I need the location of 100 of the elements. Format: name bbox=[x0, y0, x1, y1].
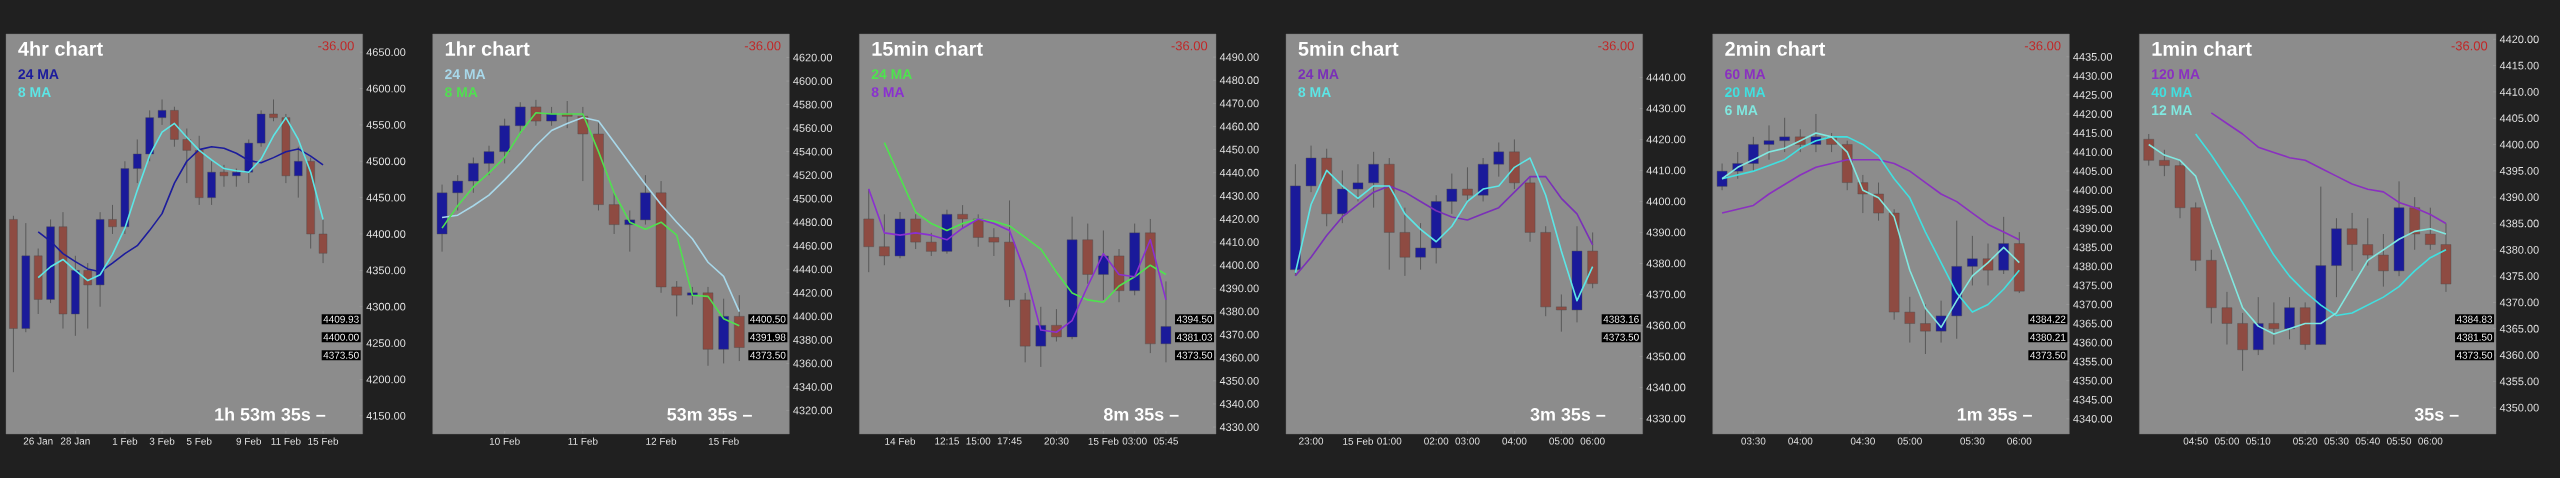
y-tick-label: 4480.00 bbox=[1219, 76, 1259, 85]
candlestick bbox=[2378, 233, 2389, 288]
candlestick bbox=[2268, 302, 2280, 345]
annotation: -36.00 bbox=[1171, 41, 1208, 51]
text: 8 MA bbox=[871, 87, 905, 98]
y-tick-label: 4420.00 bbox=[2073, 110, 2113, 118]
y-tick-label: 4340.00 bbox=[1646, 383, 1686, 392]
y-tick-label: 4250.00 bbox=[366, 339, 406, 347]
annotation: 4373.50 bbox=[323, 351, 359, 359]
x-tick-label: 05:00 bbox=[1897, 437, 1922, 445]
x-tick-label: 04:30 bbox=[1850, 437, 1875, 445]
y-tick-label: 4450.00 bbox=[366, 193, 406, 202]
x-tick-label: 11 Feb bbox=[271, 437, 301, 445]
y-tick-label: 4400.00 bbox=[2073, 186, 2113, 195]
candlestick bbox=[1904, 296, 1916, 343]
text: 60 MA bbox=[1725, 69, 1766, 80]
y-tick-label: 4410.00 bbox=[1646, 166, 1686, 175]
x-tick-label: 05:30 bbox=[1960, 437, 1985, 445]
y-tick-label: 4350.00 bbox=[2499, 403, 2539, 412]
x-tick-label: 17:45 bbox=[997, 437, 1022, 445]
y-tick-label: 4480.00 bbox=[793, 218, 833, 227]
y-tick-label: 4490.00 bbox=[1219, 53, 1259, 61]
annotation: 1h 53m 35s – bbox=[215, 407, 326, 421]
y-tick-label: 4420.00 bbox=[1219, 215, 1259, 223]
candlestick bbox=[219, 164, 229, 188]
y-tick-label: 4500.00 bbox=[793, 194, 833, 203]
y-tick-label: 4355.00 bbox=[2499, 377, 2539, 386]
y-tick-label: 4375.00 bbox=[2499, 272, 2539, 280]
annotation: 53m 35s – bbox=[667, 408, 752, 421]
y-tick-label: 4330.00 bbox=[1219, 423, 1259, 431]
x-tick-label: 11 Feb bbox=[568, 437, 598, 445]
y-tick-label: 4360.00 bbox=[1646, 321, 1686, 330]
y-tick-label: 4620.00 bbox=[793, 53, 833, 62]
candlestick bbox=[2346, 212, 2358, 272]
x-tick-label: 01:00 bbox=[1377, 437, 1402, 445]
candlestick bbox=[1920, 304, 1931, 355]
x-tick-label: 05:30 bbox=[2324, 437, 2349, 445]
annotation: 8m 35s – bbox=[1103, 408, 1179, 421]
annotation: -36.00 bbox=[744, 41, 781, 51]
y-tick-label: 4150.00 bbox=[366, 411, 406, 420]
candlestick bbox=[1352, 163, 1364, 202]
text: 8 MA bbox=[18, 87, 51, 98]
y-tick-label: 4320.00 bbox=[793, 406, 833, 415]
x-tick-label: 03:00 bbox=[1122, 437, 1147, 445]
y-tick-label: 4370.00 bbox=[2073, 300, 2113, 309]
x-tick-label: 04:00 bbox=[1502, 437, 1527, 445]
x-tick-label: 06:00 bbox=[2418, 437, 2443, 445]
text: 4383.16 bbox=[1603, 315, 1639, 323]
candlestick bbox=[879, 213, 890, 266]
text: 4381.03 bbox=[1176, 333, 1213, 341]
y-tick-label: 4440.00 bbox=[793, 265, 833, 274]
x-tick-label: 23:00 bbox=[1299, 437, 1324, 445]
y-tick-label: 4350.00 bbox=[366, 266, 406, 275]
candlestick bbox=[1446, 173, 1458, 215]
line-series bbox=[2210, 112, 2447, 225]
y-tick-label: 4540.00 bbox=[793, 147, 833, 156]
annotation: -36.00 bbox=[2451, 41, 2488, 51]
text: 6 MA bbox=[1725, 105, 1758, 116]
candlestick bbox=[1763, 125, 1775, 161]
text: 40 MA bbox=[2151, 87, 2192, 98]
y-tick-label: 4420.00 bbox=[2499, 35, 2539, 44]
candlestick bbox=[182, 128, 191, 184]
x-tick-label: 05:45 bbox=[1153, 437, 1178, 445]
text: 24 MA bbox=[18, 69, 59, 79]
y-tick-label: 4380.00 bbox=[1646, 259, 1686, 268]
candlestick bbox=[1368, 151, 1379, 209]
y-tick-label: 4390.00 bbox=[2499, 193, 2539, 202]
y-tick-label: 4350.00 bbox=[2073, 376, 2113, 385]
x-tick-label: 03:30 bbox=[1741, 437, 1766, 445]
y-tick-label: 4400.00 bbox=[1646, 197, 1686, 206]
text: 4373.50 bbox=[1176, 351, 1213, 359]
y-tick-label: 4370.00 bbox=[1646, 290, 1686, 299]
y-tick-label: 4340.00 bbox=[793, 383, 833, 391]
annotation: 4409.93 bbox=[323, 315, 359, 323]
x-tick-label: 3 Feb bbox=[149, 437, 175, 445]
y-tick-label: 4395.00 bbox=[2073, 205, 2113, 214]
candlestick bbox=[157, 99, 167, 126]
chart-title: 2min chart bbox=[1725, 41, 1826, 56]
y-tick-label: 4420.00 bbox=[1646, 135, 1686, 144]
candlestick bbox=[546, 106, 557, 127]
y-tick-label: 4375.00 bbox=[2073, 281, 2113, 290]
text: 4380.21 bbox=[2030, 333, 2066, 341]
x-tick-label: 05:00 bbox=[1549, 437, 1574, 445]
y-tick-label: 4400.00 bbox=[1219, 261, 1259, 270]
y-tick-label: 4450.00 bbox=[1219, 145, 1259, 154]
y-tick-label: 4355.00 bbox=[2073, 357, 2113, 366]
y-tick-label: 4380.00 bbox=[2499, 245, 2539, 254]
candlestick bbox=[1716, 163, 1728, 191]
text: 4400.50 bbox=[750, 315, 786, 323]
text: 4381.50 bbox=[2456, 333, 2493, 341]
y-tick-label: 4470.00 bbox=[1219, 99, 1259, 108]
y-tick-label: 4550.00 bbox=[366, 121, 406, 129]
chart-title: 1hr chart bbox=[445, 41, 530, 56]
candlestick bbox=[1748, 136, 1759, 172]
candlestick bbox=[318, 219, 328, 264]
candlestick bbox=[671, 280, 682, 317]
line-series bbox=[883, 141, 1167, 303]
y-tick-label: 4380.00 bbox=[2073, 262, 2113, 271]
y-tick-label: 4300.00 bbox=[366, 302, 406, 311]
y-tick-label: 4340.00 bbox=[1219, 400, 1259, 408]
